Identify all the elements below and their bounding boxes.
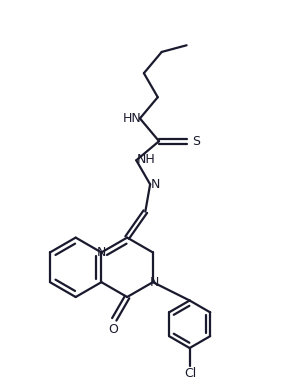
Text: HN: HN: [123, 112, 141, 125]
Text: NH: NH: [137, 153, 156, 166]
Text: Cl: Cl: [184, 367, 197, 380]
Text: O: O: [108, 323, 118, 336]
Text: N: N: [97, 246, 106, 259]
Text: S: S: [192, 135, 200, 148]
Text: N: N: [150, 276, 159, 289]
Text: N: N: [150, 178, 160, 191]
